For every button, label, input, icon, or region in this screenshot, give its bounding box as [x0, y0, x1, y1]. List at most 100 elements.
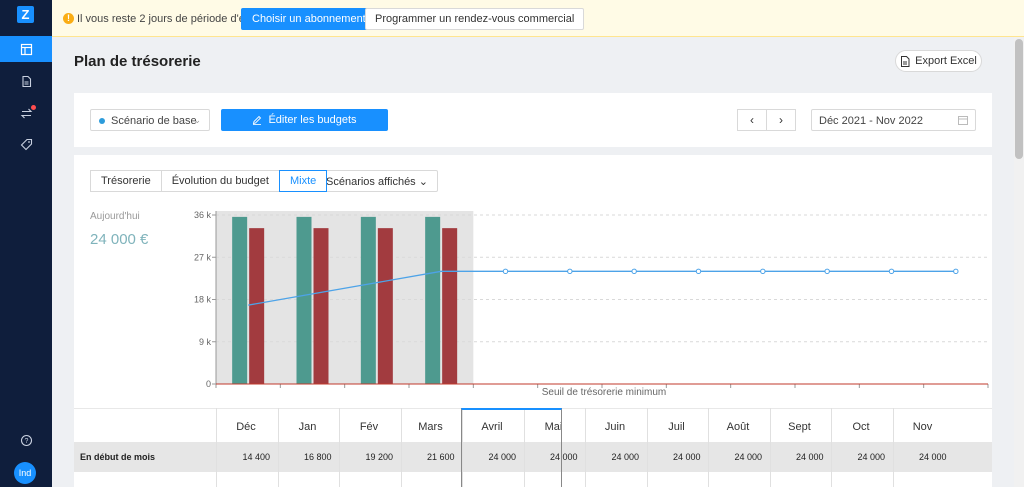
table-row — [74, 472, 992, 487]
line-point — [888, 268, 895, 275]
y-tick-label: 18 k — [194, 295, 212, 305]
table-cell[interactable]: 21 600 — [426, 452, 455, 462]
choose-subscription-button[interactable]: Choisir un abonnement — [241, 8, 377, 30]
table-cell[interactable]: 24 000 — [918, 452, 947, 462]
tab-mixte[interactable]: Mixte — [278, 170, 328, 192]
line-point — [631, 268, 637, 275]
line-point — [824, 268, 830, 275]
scrollbar-thumb[interactable] — [1015, 39, 1023, 159]
line-point — [760, 268, 766, 275]
file-export-icon — [901, 55, 910, 67]
line-point — [567, 268, 573, 275]
schedule-meeting-button[interactable]: Programmer un rendez-vous commercial — [365, 8, 585, 30]
y-tick-label: 27 k — [194, 252, 212, 262]
table-column-header: Juin — [604, 421, 626, 433]
table-cell[interactable]: 19 200 — [365, 452, 393, 462]
document-icon — [21, 75, 31, 87]
scenario-color-dot — [99, 118, 105, 124]
table-cell[interactable]: 24 000 — [549, 452, 578, 462]
date-range-picker[interactable]: Déc 2021 - Nov 2022 — [811, 109, 976, 131]
table-column-header: Mai — [544, 421, 563, 433]
previous-period-button[interactable]: ‹ — [737, 109, 767, 131]
table-header: Déc Jan Fév Mars Avril Mai Juin Juil Août Sept Oct… — [74, 408, 992, 442]
view-tabs: Trésorerie Évolution du budget Mixte — [90, 170, 328, 192]
user-avatar[interactable]: Ind — [14, 462, 36, 484]
page-scrollbar[interactable] — [1014, 37, 1024, 487]
scenario-select-value: Scénario de base — [111, 115, 197, 127]
bar — [377, 228, 393, 384]
table-column-header: Sept — [788, 421, 811, 433]
toolbar-card: Scénario de base ⌄ Éditer les budgets ‹ … — [74, 93, 992, 147]
date-range-value: Déc 2021 - Nov 2022 — [819, 115, 923, 127]
trial-message: Il vous reste 2 jours de période d'essai… — [77, 13, 268, 25]
line-point — [502, 268, 509, 275]
threshold-label: Seuil de trésorerie minimum — [542, 387, 667, 398]
y-tick-label: 9 k — [199, 337, 212, 347]
today-label: Aujourd'hui — [90, 211, 140, 222]
column-divider — [892, 408, 894, 487]
table-column-header: Avril — [481, 421, 503, 433]
chevron-down-icon: ⌄ — [418, 175, 428, 188]
scenario-select[interactable]: Scénario de base ⌄ — [90, 109, 210, 131]
column-divider — [585, 408, 586, 487]
table-column-header: Mars — [418, 421, 443, 433]
table-cell[interactable]: 24 000 — [611, 452, 639, 462]
svg-text:?: ? — [24, 438, 28, 445]
nav-item-help[interactable]: ? — [0, 427, 52, 453]
main-card: Trésorerie Évolution du budget Mixte Scé… — [74, 155, 992, 487]
table-cell[interactable]: 24 000 — [672, 452, 701, 462]
bar — [425, 216, 441, 384]
table-column-header: Août — [726, 421, 750, 433]
table-cell[interactable]: 16 800 — [303, 452, 332, 462]
export-excel-label: Export Excel — [915, 55, 977, 67]
export-excel-button[interactable]: Export Excel — [895, 50, 982, 72]
table-cell[interactable]: 24 000 — [734, 452, 762, 462]
table-cell[interactable]: 24 000 — [857, 452, 885, 462]
displayed-scenarios-label: Scénarios affichés — [326, 175, 416, 188]
next-period-button[interactable]: › — [766, 109, 796, 131]
column-divider — [523, 408, 525, 487]
y-tick-label: 0 — [206, 379, 211, 389]
table-cell[interactable]: 24 000 — [795, 452, 824, 462]
column-divider — [708, 408, 709, 487]
cashflow-chart: 0 9 k 18 k 27 k 36 k Seuil de trésorerie mini… — [194, 210, 989, 398]
edit-budgets-button[interactable]: Éditer les budgets — [221, 109, 388, 131]
column-divider — [831, 408, 832, 487]
nav-item-documents[interactable] — [0, 68, 52, 94]
bar — [296, 216, 312, 384]
table-column-header: Oct — [852, 421, 870, 433]
table-column-header: Juil — [668, 421, 685, 433]
column-divider — [769, 408, 771, 487]
edit-budgets-label: Éditer les budgets — [268, 114, 357, 126]
bar — [249, 228, 265, 384]
table-cell[interactable]: 24 000 — [488, 452, 516, 462]
column-divider — [216, 408, 217, 487]
table-cell[interactable]: 14 400 — [242, 452, 270, 462]
app-logo[interactable]: Z — [17, 6, 34, 23]
column-divider — [400, 408, 402, 487]
left-navigation: Z ? Ind — [0, 0, 52, 487]
table-column-header: Nov — [912, 421, 933, 433]
trial-banner: ! Il vous reste 2 jours de période d'ess… — [52, 0, 1024, 37]
today-balance: 24 000 € — [90, 231, 149, 248]
page-title: Plan de trésorerie — [74, 53, 201, 70]
bar — [313, 228, 329, 384]
bar — [232, 216, 248, 384]
column-divider — [462, 408, 463, 487]
column-divider — [277, 408, 279, 487]
nav-item-transactions[interactable] — [0, 100, 52, 126]
transfer-icon — [20, 108, 32, 118]
pencil-icon — [253, 115, 262, 125]
table-column-header: Jan — [298, 421, 317, 433]
displayed-scenarios-button[interactable]: Scénarios affichés ⌄ — [316, 170, 438, 192]
tag-icon — [20, 138, 32, 150]
line-point — [695, 268, 702, 275]
notification-badge — [31, 105, 36, 110]
nav-item-dashboard[interactable] — [0, 36, 52, 62]
warning-icon: ! — [63, 13, 74, 24]
nav-item-tags[interactable] — [0, 131, 52, 157]
table-column-header: Fév — [359, 421, 379, 433]
column-divider — [339, 408, 340, 487]
balance-line — [248, 270, 956, 306]
table-row: En début de mois 14 400 16 800 19 200 21 60… — [74, 442, 992, 472]
